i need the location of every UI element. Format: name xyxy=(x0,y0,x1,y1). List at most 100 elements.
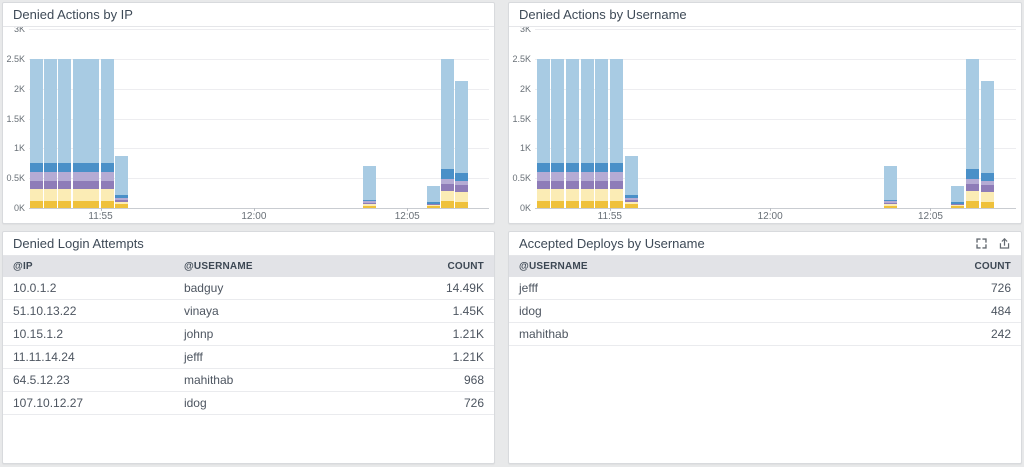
bar-segment-gold xyxy=(72,201,86,208)
bar-segment-gold xyxy=(86,201,100,208)
bar-segment-purple xyxy=(72,181,86,190)
stacked-bar[interactable] xyxy=(58,58,72,208)
table-row[interactable]: 11.11.14.24 jefff 1.21K xyxy=(3,345,494,369)
bar-segment-blue xyxy=(966,169,980,180)
bar-segment-gold xyxy=(30,201,44,208)
bar-segment-gold xyxy=(536,201,550,208)
bar-segment-gold xyxy=(981,201,995,208)
x-axis-tick xyxy=(609,208,611,211)
bar-segment-pale-yellow xyxy=(86,189,100,202)
cell: vinaya xyxy=(173,299,385,323)
y-axis-label: 0.5K xyxy=(512,173,531,184)
denied-login-attempts-table: @IP @USERNAME COUNT 10.0.1.2 badguy 14.49K 51.… xyxy=(3,256,494,415)
cell: 1.21K xyxy=(384,345,494,369)
bar-segment-gold xyxy=(362,205,376,208)
bar-segment-gold xyxy=(610,201,624,208)
y-axis-label: 3K xyxy=(519,27,531,34)
stacked-bar[interactable] xyxy=(610,58,624,208)
stacked-bar[interactable] xyxy=(550,58,564,208)
column-header-count[interactable]: COUNT xyxy=(883,256,1021,277)
cell: 726 xyxy=(384,391,494,415)
export-icon[interactable] xyxy=(997,237,1011,251)
table-row[interactable]: mahithab 242 xyxy=(509,322,1021,346)
denied-actions-by-ip-chart[interactable]: 0K 0.5K 1K 1.5K 2K 2.5K 3K 11:55 12:00 12:05 xyxy=(3,27,494,222)
x-axis-label: 12:05 xyxy=(917,211,943,222)
column-header-count[interactable]: COUNT xyxy=(384,256,494,277)
bar-segment-lavender xyxy=(455,181,469,186)
table-header-row: @IP @USERNAME COUNT xyxy=(3,256,494,277)
bar-segment-light-blue xyxy=(115,156,128,196)
bar-segment-blue xyxy=(43,163,57,172)
cell: 14.49K xyxy=(384,277,494,300)
stacked-bar[interactable] xyxy=(72,58,86,208)
stacked-bar[interactable] xyxy=(536,58,550,208)
column-header-ip[interactable]: @IP xyxy=(3,256,174,277)
bar-segment-light-blue xyxy=(981,80,995,174)
gridline xyxy=(535,178,1016,180)
stacked-bar[interactable] xyxy=(966,58,980,208)
bar-segment-gold xyxy=(580,201,594,208)
bar-segment-lavender xyxy=(536,171,550,182)
bar-segment-pale-yellow xyxy=(565,189,579,202)
stacked-bar[interactable] xyxy=(86,58,100,208)
bar-segment-blue xyxy=(981,173,995,182)
x-axis-tick xyxy=(100,208,102,211)
stacked-bar[interactable] xyxy=(455,80,469,208)
bar-segment-light-blue xyxy=(426,185,440,203)
stacked-bar[interactable] xyxy=(951,185,965,208)
table-row[interactable]: 10.0.1.2 badguy 14.49K xyxy=(3,277,494,300)
denied-actions-by-username-chart[interactable]: 0K 0.5K 1K 1.5K 2K 2.5K 3K 11:55 12:00 12:05 xyxy=(509,27,1021,222)
bar-segment-blue xyxy=(951,202,965,204)
stacked-bar[interactable] xyxy=(565,58,579,208)
bar-segment-blue xyxy=(884,199,898,202)
stacked-bar[interactable] xyxy=(100,58,114,208)
bar-segment-pale-yellow xyxy=(536,189,550,202)
bar-segment-purple xyxy=(426,204,440,206)
table-row[interactable]: 64.5.12.23 mahithab 968 xyxy=(3,368,494,392)
x-axis-label: 12:00 xyxy=(241,211,267,222)
stacked-bar[interactable] xyxy=(595,58,609,208)
bar-segment-pale-yellow xyxy=(550,189,564,202)
table-row[interactable]: jefff 726 xyxy=(509,277,1021,300)
panel-header: Denied Actions by Username xyxy=(509,3,1021,27)
expand-icon[interactable] xyxy=(974,237,988,251)
stacked-bar[interactable] xyxy=(43,58,57,208)
bar-segment-light-blue xyxy=(100,58,114,164)
bar-segment-blue xyxy=(362,199,376,202)
stacked-bar[interactable] xyxy=(362,166,376,208)
bar-segment-pale-yellow xyxy=(426,205,440,207)
bar-segment-blue xyxy=(610,163,624,172)
table-row[interactable]: 107.10.12.27 idog 726 xyxy=(3,391,494,415)
column-header-username[interactable]: @USERNAME xyxy=(509,256,884,277)
stacked-bar[interactable] xyxy=(580,58,594,208)
table-header-row: @USERNAME COUNT xyxy=(509,256,1021,277)
cell: 484 xyxy=(883,299,1021,323)
stacked-bar[interactable] xyxy=(426,185,440,208)
bar-segment-gold xyxy=(565,201,579,208)
stacked-bar[interactable] xyxy=(625,156,639,208)
stacked-bar[interactable] xyxy=(981,80,995,208)
bar-segment-light-blue xyxy=(58,58,72,164)
column-header-username[interactable]: @USERNAME xyxy=(173,256,385,277)
y-axis-label: 0K xyxy=(13,203,25,213)
bar-segment-blue xyxy=(426,202,440,204)
stacked-bar[interactable] xyxy=(884,166,898,208)
bar-segment-blue xyxy=(580,163,594,172)
cell: 107.10.12.27 xyxy=(3,391,174,415)
accepted-deploys-table: @USERNAME COUNT jefff 726 idog 484 mahithab 242 xyxy=(509,256,1021,346)
cell: 11.11.14.24 xyxy=(3,345,174,369)
y-axis-label: 1.5K xyxy=(512,113,531,124)
bar-segment-lavender xyxy=(565,171,579,182)
gridline xyxy=(535,29,1016,30)
bar-segment-pale-yellow xyxy=(966,191,980,202)
stacked-bar[interactable] xyxy=(30,58,44,208)
table-row[interactable]: 51.10.13.22 vinaya 1.45K xyxy=(3,299,494,323)
table-row[interactable]: idog 484 xyxy=(509,299,1021,323)
panel-title-denied-actions-by-ip: Denied Actions by IP xyxy=(13,7,133,22)
y-axis-label: 1.5K xyxy=(6,113,25,124)
bar-segment-lavender xyxy=(625,197,639,200)
bar-segment-gold xyxy=(441,201,455,208)
stacked-bar[interactable] xyxy=(441,58,455,208)
table-row[interactable]: 10.15.1.2 johnp 1.21K xyxy=(3,322,494,346)
stacked-bar[interactable] xyxy=(115,156,128,208)
